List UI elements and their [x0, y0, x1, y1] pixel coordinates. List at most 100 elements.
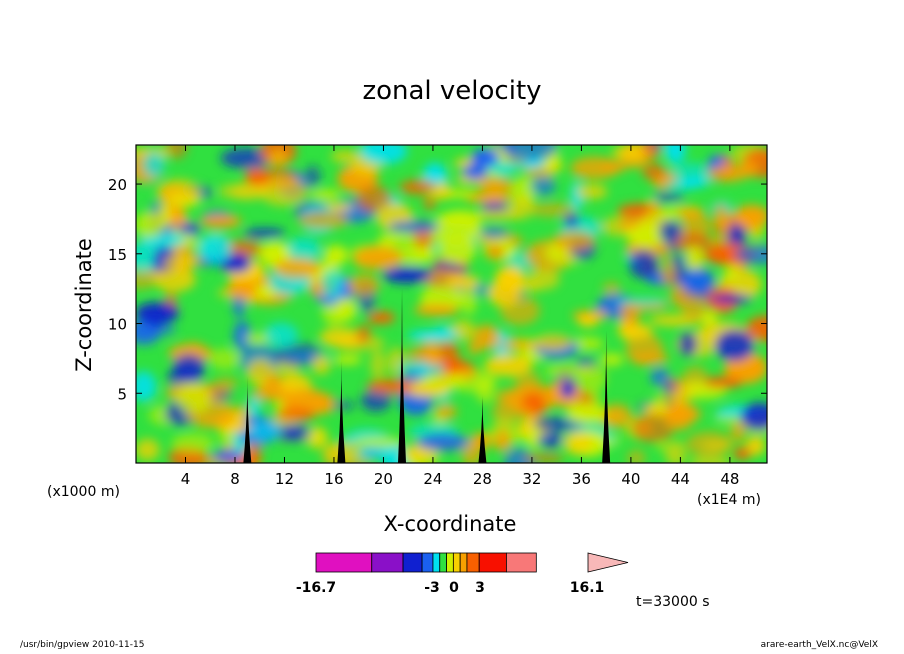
time-label: t=33000 s	[636, 594, 710, 610]
contour-patch	[276, 406, 315, 423]
y-tick-label: 5	[117, 385, 127, 403]
contour-patch	[710, 294, 753, 304]
colorbar-swatch	[446, 552, 454, 573]
contour-patch	[136, 270, 157, 290]
x-axis: 4 8 12 16 20 24 28 32 36 40 44 48	[181, 145, 739, 488]
contour-patch	[479, 227, 508, 238]
contour-patch	[188, 238, 201, 248]
colorbar-label: 16.1	[570, 580, 605, 596]
contour-patch	[200, 214, 242, 228]
contour-patch	[367, 311, 396, 325]
contour-patch	[461, 284, 477, 315]
y-axis-label: Z-coordinate	[72, 238, 96, 372]
contour-patch	[219, 254, 252, 274]
plot-frame	[135, 144, 768, 464]
contour-patch	[523, 453, 565, 463]
contour-patch	[264, 322, 299, 348]
contour-patch	[359, 145, 408, 165]
contour-patch	[187, 342, 202, 354]
contour-patch	[170, 202, 186, 231]
contour-patch	[484, 354, 533, 377]
contour-patch	[323, 245, 349, 266]
contour-patch	[664, 181, 698, 191]
contour-patch	[388, 220, 440, 233]
contour-patch	[136, 302, 179, 325]
contour-patch	[161, 255, 203, 268]
contour-patch	[700, 441, 733, 450]
contour-patch	[177, 223, 200, 234]
contour-patch	[250, 388, 294, 402]
contour-patch	[655, 442, 669, 451]
contour-patch	[734, 245, 767, 264]
contour-patch	[446, 275, 481, 288]
contour-patch	[370, 349, 386, 380]
contour-patch	[447, 370, 497, 392]
contour-patch	[209, 348, 241, 370]
x-tick-label: 20	[374, 470, 393, 488]
mountain-feature	[243, 376, 252, 463]
x-tick-label: 12	[275, 470, 294, 488]
contour-patch	[309, 189, 342, 200]
contour-patch	[490, 403, 535, 420]
contour-patch	[439, 210, 483, 229]
contour-patch	[628, 249, 659, 279]
contour-patch	[486, 244, 504, 260]
contour-patch	[734, 204, 767, 229]
contour-patch	[670, 386, 696, 404]
contour-patch	[334, 335, 386, 351]
contour-patch	[226, 280, 257, 298]
contour-patch	[481, 179, 516, 193]
contour-patch	[564, 212, 580, 228]
contour-patch	[562, 430, 593, 455]
contour-patch	[534, 334, 572, 351]
contour-patch	[414, 304, 459, 316]
contour-patch	[220, 147, 272, 169]
contour-patch	[660, 256, 675, 286]
contour-patch	[136, 438, 160, 461]
contour-patch	[652, 193, 685, 202]
contour-patch	[156, 179, 201, 206]
contour-patch	[745, 435, 766, 456]
contour-patch	[399, 179, 436, 195]
contour-patch	[176, 383, 211, 414]
contour-patch	[616, 219, 641, 229]
contour-patch	[622, 323, 654, 339]
contour-patch	[650, 368, 670, 386]
colorbar-swatch	[371, 552, 404, 573]
x-tick-label: 48	[720, 470, 739, 488]
x-axis-label: X-coordinate	[383, 512, 517, 536]
contour-patch	[248, 393, 261, 421]
contour-patch	[746, 315, 767, 342]
contour-patch	[356, 324, 372, 344]
contour-patch	[507, 196, 536, 220]
contour-patch	[311, 354, 331, 375]
contour-patch	[676, 207, 705, 218]
contour-patch	[703, 376, 743, 389]
colorbar-max-arrow	[587, 552, 629, 573]
contour-patch	[688, 455, 733, 463]
mountain-feature	[478, 393, 487, 463]
contour-patch	[407, 330, 459, 341]
contour-patch	[423, 195, 437, 211]
contour-patch	[733, 447, 752, 460]
contour-patch	[356, 185, 392, 213]
colorbar-label: -16.7	[296, 580, 336, 596]
contour-patch	[632, 413, 675, 443]
mountain-feature	[337, 361, 346, 463]
x-tick-label: 32	[522, 470, 541, 488]
contour-patch	[627, 449, 646, 463]
colorbar-swatch	[432, 552, 441, 573]
contour-patch	[421, 373, 466, 389]
contour-patch	[601, 160, 628, 173]
contour-patch	[353, 245, 403, 270]
contour-patch	[143, 151, 165, 178]
contour-patch	[171, 433, 215, 454]
contour-patch	[434, 182, 451, 200]
contour-patch	[259, 177, 308, 206]
footer-program-date: /usr/bin/gpview 2010-11-15	[20, 640, 145, 650]
contour-patch	[601, 403, 632, 428]
contour-patch	[713, 203, 729, 229]
contour-patch	[304, 165, 321, 188]
contour-patch	[615, 297, 666, 306]
